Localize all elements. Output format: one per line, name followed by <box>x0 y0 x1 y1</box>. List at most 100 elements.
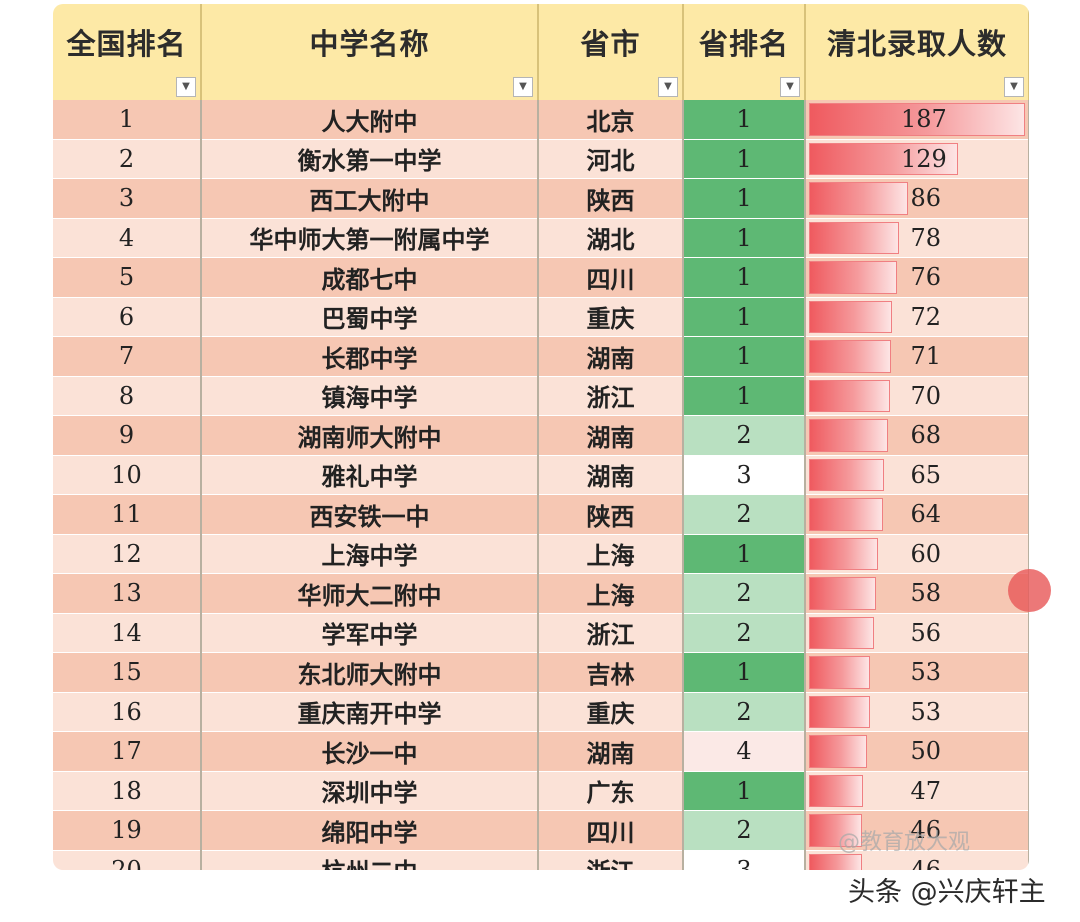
cell-national-rank[interactable]: 13 <box>53 573 202 614</box>
cell-school-name[interactable]: 成都七中 <box>201 257 539 298</box>
cell-national-rank[interactable]: 2 <box>53 139 202 179</box>
cell-school-name[interactable]: 人大附中 <box>201 100 539 140</box>
cell-province-rank[interactable]: 2 <box>683 810 806 851</box>
cell-admission-count[interactable]: 129 <box>805 139 1029 179</box>
table-row[interactable]: 6 巴蜀中学 重庆 1 72 <box>53 297 1029 337</box>
cell-national-rank[interactable]: 6 <box>53 297 202 337</box>
cell-province-rank[interactable]: 2 <box>683 613 806 653</box>
cell-province[interactable]: 河北 <box>538 139 684 179</box>
cell-province[interactable]: 陕西 <box>538 178 684 219</box>
cell-admission-count[interactable]: 86 <box>805 178 1029 219</box>
cell-national-rank[interactable]: 11 <box>53 494 202 535</box>
cell-school-name[interactable]: 长沙一中 <box>201 731 539 772</box>
cell-admission-count[interactable]: 187 <box>805 100 1029 140</box>
filter-dropdown-icon[interactable]: ▼ <box>780 77 800 97</box>
cell-admission-count[interactable]: 64 <box>805 494 1029 535</box>
cell-province[interactable]: 上海 <box>538 573 684 614</box>
cell-province[interactable]: 湖北 <box>538 218 684 258</box>
table-row[interactable]: 3 西工大附中 陕西 1 86 <box>53 178 1029 219</box>
cell-admission-count[interactable]: 50 <box>805 731 1029 772</box>
cell-province-rank[interactable]: 2 <box>683 573 806 614</box>
cell-admission-count[interactable]: 70 <box>805 376 1029 416</box>
cell-national-rank[interactable]: 12 <box>53 534 202 574</box>
cell-school-name[interactable]: 湖南师大附中 <box>201 415 539 456</box>
cell-national-rank[interactable]: 17 <box>53 731 202 772</box>
cell-province[interactable]: 湖南 <box>538 415 684 456</box>
table-row[interactable]: 1 人大附中 北京 1 187 <box>53 100 1029 140</box>
cell-admission-count[interactable]: 53 <box>805 692 1029 732</box>
table-row[interactable]: 4 华中师大第一附属中学 湖北 1 78 <box>53 218 1029 258</box>
cell-school-name[interactable]: 东北师大附中 <box>201 652 539 693</box>
cell-national-rank[interactable]: 10 <box>53 455 202 495</box>
cell-national-rank[interactable]: 14 <box>53 613 202 653</box>
cell-admission-count[interactable]: 46 <box>805 810 1029 851</box>
cell-school-name[interactable]: 华中师大第一附属中学 <box>201 218 539 258</box>
cell-province-rank[interactable]: 2 <box>683 692 806 732</box>
cell-province[interactable]: 吉林 <box>538 652 684 693</box>
filter-dropdown-icon[interactable]: ▼ <box>513 77 533 97</box>
cell-school-name[interactable]: 西工大附中 <box>201 178 539 219</box>
cell-national-rank[interactable]: 3 <box>53 178 202 219</box>
cell-admission-count[interactable]: 76 <box>805 257 1029 298</box>
cell-province-rank[interactable]: 1 <box>683 139 806 179</box>
cell-province[interactable]: 北京 <box>538 100 684 140</box>
cell-province-rank[interactable]: 3 <box>683 850 806 870</box>
cell-admission-count[interactable]: 78 <box>805 218 1029 258</box>
cell-admission-count[interactable]: 58 <box>805 573 1029 614</box>
cell-province-rank[interactable]: 2 <box>683 415 806 456</box>
cell-national-rank[interactable]: 18 <box>53 771 202 811</box>
cell-province-rank[interactable]: 4 <box>683 731 806 772</box>
cell-province[interactable]: 浙江 <box>538 613 684 653</box>
table-row[interactable]: 20杭州二中浙江3 46 <box>53 850 1029 870</box>
cell-province-rank[interactable]: 1 <box>683 178 806 219</box>
cell-province[interactable]: 重庆 <box>538 297 684 337</box>
cell-province[interactable]: 湖南 <box>538 731 684 772</box>
table-row[interactable]: 8 镇海中学 浙江 1 70 <box>53 376 1029 416</box>
cell-province[interactable]: 陕西 <box>538 494 684 535</box>
cell-province[interactable]: 四川 <box>538 810 684 851</box>
cell-province-rank[interactable]: 1 <box>683 652 806 693</box>
cell-admission-count[interactable]: 72 <box>805 297 1029 337</box>
cell-admission-count[interactable]: 47 <box>805 771 1029 811</box>
cell-school-name[interactable]: 重庆南开中学 <box>201 692 539 732</box>
cell-national-rank[interactable]: 15 <box>53 652 202 693</box>
table-row[interactable]: 14 学军中学 浙江 2 56 <box>53 613 1029 653</box>
cell-province-rank[interactable]: 1 <box>683 771 806 811</box>
cell-province[interactable]: 重庆 <box>538 692 684 732</box>
cell-school-name[interactable]: 长郡中学 <box>201 336 539 377</box>
cell-school-name[interactable]: 巴蜀中学 <box>201 297 539 337</box>
cell-province-rank[interactable]: 1 <box>683 376 806 416</box>
cell-school-name[interactable]: 雅礼中学 <box>201 455 539 495</box>
cell-province[interactable]: 广东 <box>538 771 684 811</box>
cell-admission-count[interactable]: 60 <box>805 534 1029 574</box>
cell-national-rank[interactable]: 4 <box>53 218 202 258</box>
table-row[interactable]: 10 雅礼中学 湖南 3 65 <box>53 455 1029 495</box>
cell-province-rank[interactable]: 1 <box>683 297 806 337</box>
cell-school-name[interactable]: 华师大二附中 <box>201 573 539 614</box>
cell-school-name[interactable]: 绵阳中学 <box>201 810 539 851</box>
cell-school-name[interactable]: 学军中学 <box>201 613 539 653</box>
table-row[interactable]: 13 华师大二附中 上海 2 58 <box>53 573 1029 614</box>
cell-national-rank[interactable]: 9 <box>53 415 202 456</box>
cell-school-name[interactable]: 镇海中学 <box>201 376 539 416</box>
cell-province[interactable]: 浙江 <box>538 376 684 416</box>
cell-school-name[interactable]: 上海中学 <box>201 534 539 574</box>
cell-national-rank[interactable]: 7 <box>53 336 202 377</box>
cell-province[interactable]: 四川 <box>538 257 684 298</box>
filter-dropdown-icon[interactable]: ▼ <box>658 77 678 97</box>
table-row[interactable]: 15 东北师大附中 吉林 1 53 <box>53 652 1029 693</box>
table-row[interactable]: 2 衡水第一中学 河北 1 129 <box>53 139 1029 179</box>
cell-school-name[interactable]: 西安铁一中 <box>201 494 539 535</box>
cell-admission-count[interactable]: 53 <box>805 652 1029 693</box>
cell-national-rank[interactable]: 16 <box>53 692 202 732</box>
cell-admission-count[interactable]: 71 <box>805 336 1029 377</box>
cell-national-rank[interactable]: 19 <box>53 810 202 851</box>
cell-school-name[interactable]: 深圳中学 <box>201 771 539 811</box>
cell-school-name[interactable]: 衡水第一中学 <box>201 139 539 179</box>
cell-admission-count[interactable]: 65 <box>805 455 1029 495</box>
cell-province[interactable]: 浙江 <box>538 850 684 870</box>
cell-province-rank[interactable]: 3 <box>683 455 806 495</box>
cell-national-rank[interactable]: 5 <box>53 257 202 298</box>
filter-dropdown-icon[interactable]: ▼ <box>176 77 196 97</box>
table-row[interactable]: 16 重庆南开中学 重庆 2 53 <box>53 692 1029 732</box>
